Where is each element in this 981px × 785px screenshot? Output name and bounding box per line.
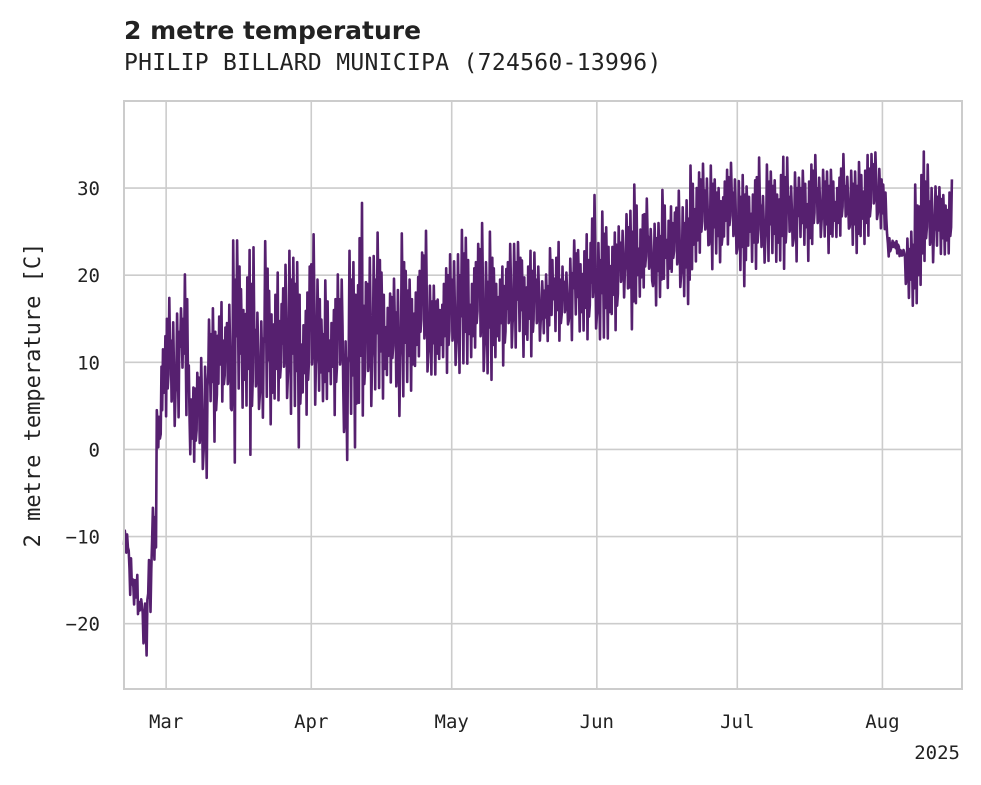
y-tick-label: 30 — [77, 178, 100, 200]
x-tick-label: Jun — [580, 711, 614, 733]
y-tick-label: 0 — [89, 439, 100, 461]
tick-labels: −20 −10 0 10 20 30 Mar Apr May Jun Jul Aug — [66, 178, 900, 733]
x-tick-label: May — [435, 711, 469, 733]
x-tick-label: Aug — [865, 711, 899, 733]
x-tick-label: Mar — [149, 711, 183, 733]
temperature-series-line — [122, 150, 954, 657]
chart-title: 2 metre temperature — [124, 16, 422, 45]
x-tick-label: Jul — [720, 711, 754, 733]
y-tick-label: −10 — [66, 527, 100, 549]
y-tick-label: 10 — [77, 352, 100, 374]
x-tick-label: Apr — [294, 711, 328, 733]
y-axis-label: 2 metre temperature [C] — [21, 243, 46, 548]
y-tick-label: −20 — [66, 614, 100, 636]
series-layer — [122, 150, 954, 657]
year-label: 2025 — [914, 742, 960, 764]
y-tick-label: 20 — [77, 265, 100, 287]
plot-frame — [123, 100, 963, 690]
chart-subtitle: PHILIP BILLARD MUNICIPA (724560-13996) — [124, 50, 662, 76]
